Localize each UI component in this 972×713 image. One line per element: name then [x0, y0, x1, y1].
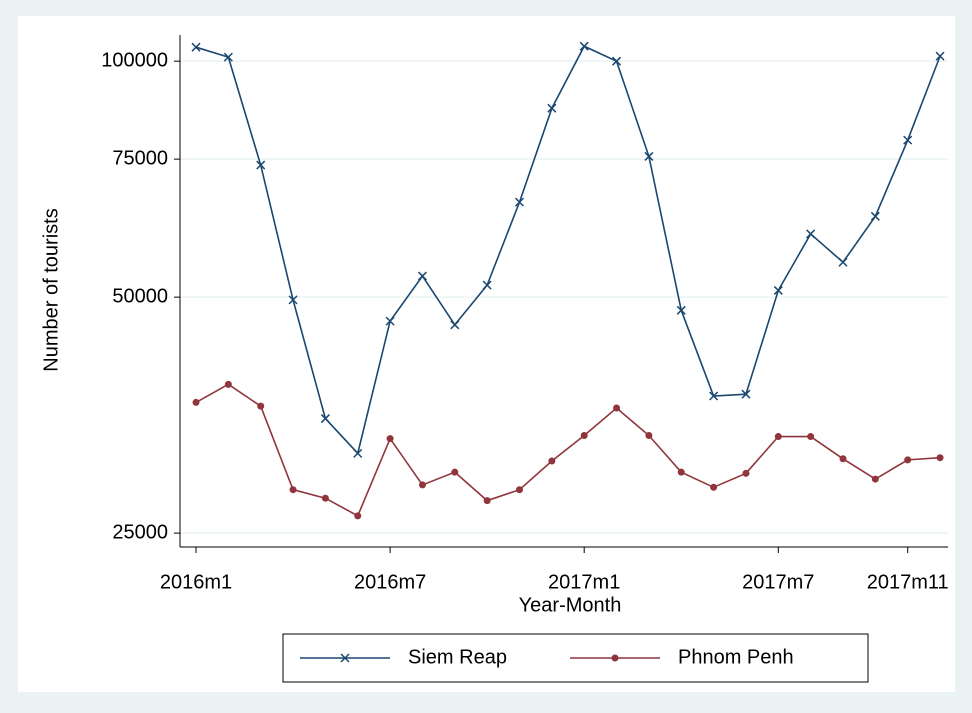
point — [451, 468, 459, 476]
point — [483, 497, 491, 505]
point — [256, 160, 266, 170]
point — [450, 320, 460, 330]
point — [224, 380, 232, 388]
point — [774, 433, 782, 441]
legend-marker — [611, 654, 619, 662]
graph-region — [18, 16, 955, 692]
point — [547, 103, 557, 113]
point — [645, 432, 653, 440]
point — [579, 41, 589, 51]
point — [192, 398, 200, 406]
point — [936, 454, 944, 462]
y-axis-label: Number of tourists — [40, 208, 62, 371]
point — [385, 316, 395, 326]
point — [288, 295, 298, 305]
point — [516, 486, 523, 494]
series-line — [195, 45, 941, 455]
point — [710, 483, 718, 491]
point — [612, 56, 622, 66]
point — [904, 456, 912, 464]
x-tick-label: 2017m11 — [867, 571, 949, 593]
point — [677, 468, 685, 476]
point — [806, 229, 816, 239]
point — [354, 512, 362, 520]
point — [676, 305, 686, 315]
point — [773, 285, 783, 295]
point — [742, 469, 750, 477]
point — [320, 414, 330, 424]
point — [321, 494, 329, 502]
point — [223, 52, 233, 62]
point — [838, 257, 848, 267]
point — [417, 271, 427, 281]
point — [741, 389, 751, 399]
point — [839, 455, 847, 463]
point — [548, 457, 556, 465]
point — [903, 135, 913, 145]
y-tick-label: 25000 — [112, 521, 168, 543]
y-tick-label: 100000 — [101, 49, 168, 71]
series-line — [195, 383, 941, 517]
point — [514, 197, 525, 207]
x-tick-label: 2016m7 — [354, 571, 426, 593]
legend-marker — [340, 653, 350, 663]
x-tick-label: 2017m7 — [742, 571, 814, 593]
point — [482, 280, 492, 290]
point — [386, 435, 394, 443]
y-tick-label: 75000 — [112, 147, 168, 169]
point — [191, 42, 201, 52]
legend-label: Siem Reap — [408, 646, 507, 668]
y-tick-label: 50000 — [112, 285, 168, 307]
point — [613, 404, 621, 412]
x-tick-label: 2017m1 — [548, 571, 620, 593]
point — [870, 211, 880, 221]
point — [871, 475, 879, 483]
point — [709, 391, 719, 401]
x-axis-label: Year-Month — [519, 594, 622, 616]
point — [580, 432, 588, 440]
legend-label: Phnom Penh — [678, 646, 794, 668]
point — [935, 51, 945, 61]
point — [257, 402, 265, 410]
point — [807, 433, 815, 441]
point — [644, 151, 654, 161]
point — [289, 486, 297, 494]
point — [418, 481, 426, 489]
point — [353, 448, 363, 458]
x-tick-label: 2016m1 — [160, 571, 232, 593]
